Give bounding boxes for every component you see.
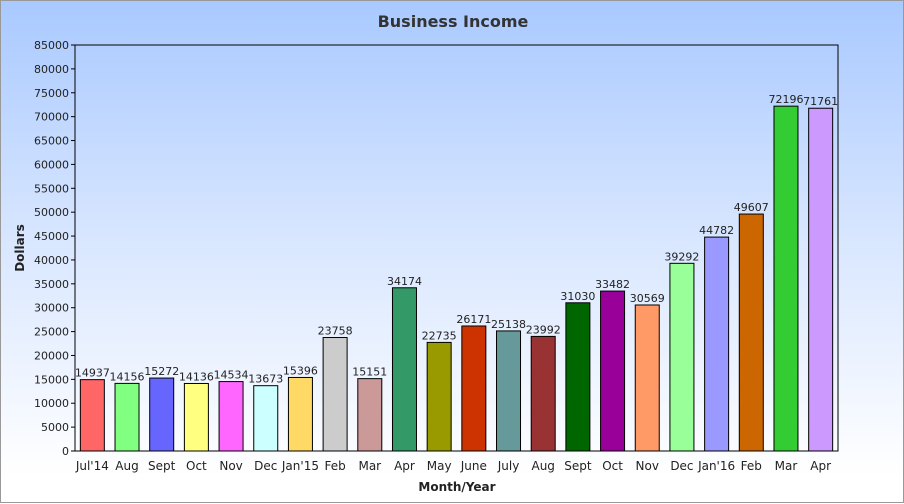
y-axis-label: Dollars [13,224,27,272]
data-label: 30569 [630,292,665,305]
data-label: 23992 [526,323,561,336]
data-label: 33482 [595,278,630,291]
y-tick-label: 10000 [34,397,69,410]
x-tick-label: Jan'16 [697,459,735,473]
data-label: 14136 [179,370,214,383]
x-tick-label: Jan'15 [281,459,319,473]
data-label: 15272 [144,365,179,378]
bar[interactable] [287,376,313,452]
bar[interactable] [530,335,556,452]
y-tick-label: 85000 [34,39,69,52]
y-tick-label: 35000 [34,278,69,291]
data-label: 25138 [491,318,526,331]
bar[interactable] [565,302,591,452]
y-tick-label: 40000 [34,254,69,267]
data-label: 34174 [387,275,422,288]
bar[interactable] [183,382,209,452]
data-label: 39292 [664,250,699,263]
data-label: 22735 [422,329,457,342]
x-tick-label: Aug [531,459,554,473]
data-label: 23758 [318,325,353,338]
x-tick-label: Feb [324,459,345,473]
x-axis-label: Month/Year [418,480,495,494]
chart-title: Business Income [378,12,529,31]
x-tick-label: Feb [741,459,762,473]
y-tick-label: 50000 [34,206,69,219]
bar[interactable] [461,325,487,452]
bar[interactable] [357,378,383,452]
x-tick-label: Sept [148,459,176,473]
bar[interactable] [704,236,730,452]
x-tick-label: July [497,459,520,473]
data-label: 72196 [768,93,803,106]
x-tick-label: May [427,459,452,473]
y-tick-label: 80000 [34,63,69,76]
bar[interactable] [391,287,417,452]
bar[interactable] [669,262,695,452]
plot-area [74,44,839,452]
bar[interactable] [114,382,140,452]
bar[interactable] [426,341,452,452]
x-tick-label: Nov [636,459,659,473]
y-tick-label: 65000 [34,135,69,148]
bar[interactable] [496,330,522,452]
x-tick-label: Apr [810,459,831,473]
x-tick-label: Dec [254,459,277,473]
x-tick-label: Nov [219,459,242,473]
bar[interactable] [738,213,764,452]
y-tick-label: 30000 [34,302,69,315]
y-tick-label: 55000 [34,182,69,195]
data-label: 15396 [283,364,318,377]
bar[interactable] [773,105,799,452]
bar[interactable] [149,377,175,452]
y-tick-label: 70000 [34,111,69,124]
data-label: 15151 [352,366,387,379]
x-tick-label: Apr [394,459,415,473]
data-label: 14156 [110,370,145,383]
x-tick-label: Oct [186,459,207,473]
bar[interactable] [634,304,660,452]
data-label: 26171 [456,313,491,326]
x-tick-label: Jul'14 [75,459,109,473]
y-tick-label: 0 [62,445,69,458]
bar[interactable] [79,379,105,452]
bar[interactable] [808,107,834,452]
bar[interactable] [322,337,348,452]
x-tick-label: Dec [670,459,693,473]
data-label: 49607 [734,201,769,214]
data-label: 44782 [699,224,734,237]
x-tick-label: Mar [775,459,798,473]
x-tick-label: Sept [564,459,592,473]
y-tick-label: 60000 [34,158,69,171]
x-tick-label: June [460,459,487,473]
bar[interactable] [218,381,244,452]
data-label: 14937 [75,367,110,380]
data-label: 14534 [214,369,249,382]
data-label: 31030 [560,290,595,303]
bar[interactable] [253,385,279,452]
bar[interactable] [600,290,626,452]
y-tick-label: 20000 [34,349,69,362]
y-tick-label: 5000 [41,421,69,434]
y-tick-label: 45000 [34,230,69,243]
y-tick-label: 25000 [34,326,69,339]
y-tick-label: 15000 [34,373,69,386]
x-tick-label: Oct [602,459,623,473]
data-label: 13673 [248,373,283,386]
x-tick-label: Aug [115,459,138,473]
y-tick-label: 75000 [34,87,69,100]
data-label: 71761 [803,95,838,108]
x-tick-label: Mar [358,459,381,473]
